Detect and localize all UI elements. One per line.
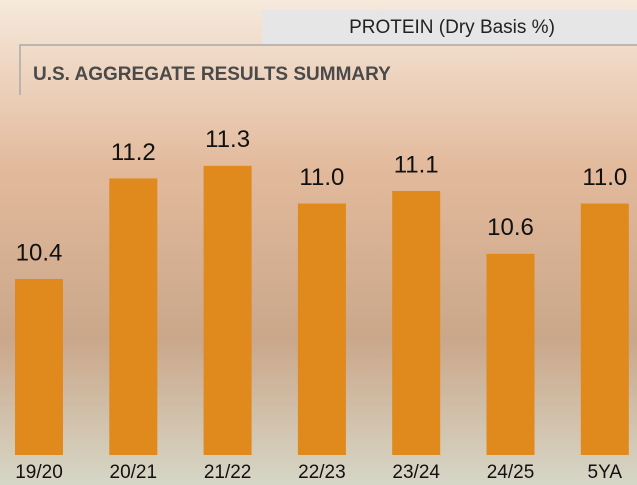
- bar: [203, 165, 252, 455]
- bar: [109, 178, 158, 455]
- value-label: 11.0: [582, 164, 627, 191]
- x-tick-label: 21/22: [204, 462, 252, 483]
- bar: [15, 279, 63, 455]
- value-label: 10.4: [16, 239, 63, 266]
- frame-line: [19, 44, 637, 95]
- x-tick-label: 5YA: [588, 462, 623, 483]
- value-label: 11.1: [394, 151, 439, 178]
- value-label: 11.2: [111, 139, 156, 166]
- header-box: [262, 10, 637, 44]
- bar: [297, 203, 346, 455]
- x-tick-label: 22/23: [298, 462, 346, 483]
- value-label: 10.6: [487, 214, 534, 241]
- header: PROTEIN (Dry Basis %): [349, 17, 555, 38]
- value-label: 11.3: [205, 126, 250, 153]
- chart-title: U.S. AGGREGATE RESULTS SUMMARY: [33, 64, 391, 85]
- x-tick-label: 24/25: [487, 462, 535, 483]
- bar: [486, 253, 535, 455]
- bar: [580, 203, 629, 455]
- bar: [392, 191, 441, 455]
- x-tick-label: 20/21: [110, 462, 158, 483]
- x-tick-label: 23/24: [392, 462, 440, 483]
- x-tick-label: 19/20: [15, 462, 63, 483]
- value-label: 11.0: [299, 164, 344, 191]
